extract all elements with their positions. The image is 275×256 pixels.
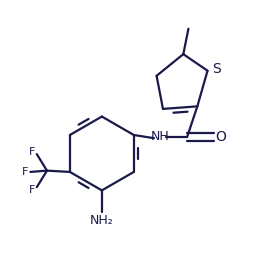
Text: NH: NH	[151, 130, 170, 143]
Text: S: S	[212, 62, 221, 77]
Text: O: O	[216, 130, 226, 144]
Text: F: F	[22, 167, 28, 177]
Text: F: F	[29, 185, 35, 195]
Text: NH₂: NH₂	[90, 214, 114, 227]
Text: F: F	[29, 147, 35, 157]
